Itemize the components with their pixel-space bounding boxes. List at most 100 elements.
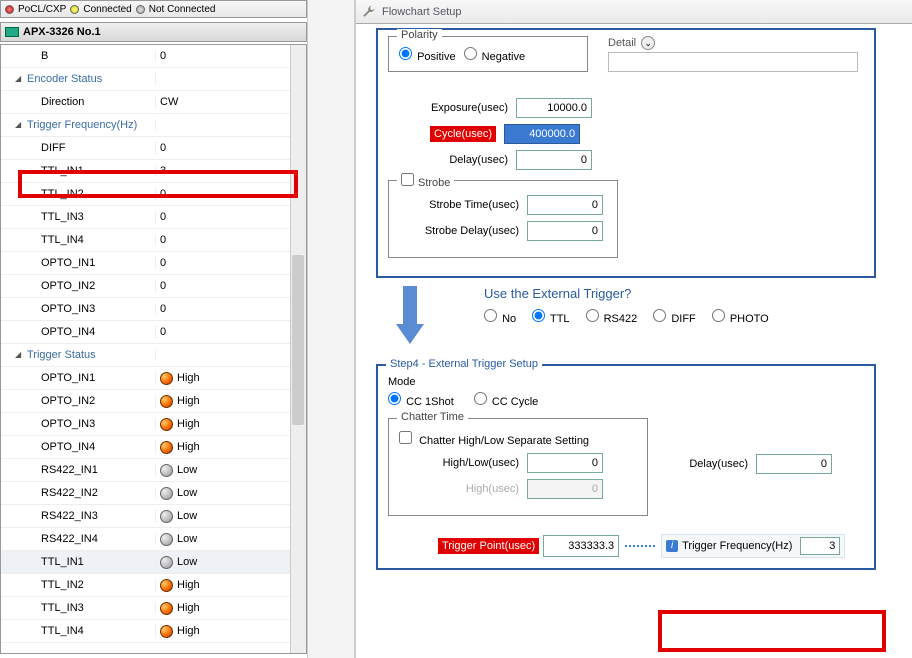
exposure-label: Exposure(usec)	[388, 102, 508, 114]
strobe-checkbox[interactable]	[401, 173, 414, 186]
scrollbar[interactable]	[290, 45, 306, 653]
trigger-frequency-input[interactable]	[800, 537, 840, 555]
highlight-trigger-frequency	[658, 610, 886, 652]
table-row-ttl-in1[interactable]: TTL_IN13	[1, 160, 290, 183]
status-pocl: PoCL/CXP	[18, 4, 66, 15]
led-icon	[160, 510, 173, 523]
led-icon	[160, 418, 173, 431]
strobe-legend: Strobe	[397, 173, 454, 189]
status-connected: Connected	[83, 4, 131, 15]
group-trigger-status[interactable]: Trigger Status	[1, 344, 290, 367]
table-row[interactable]: B0	[1, 45, 290, 68]
trigger-frequency-box: i Trigger Frequency(Hz)	[661, 534, 845, 558]
radio-ttl[interactable]: TTL	[532, 309, 569, 325]
panel-title: Flowchart Setup	[356, 0, 912, 24]
status-dot-red	[5, 5, 14, 14]
status-dot-gray	[136, 5, 145, 14]
highlow-input[interactable]	[527, 453, 603, 473]
step4-fieldset: Step4 - External Trigger Setup Mode CC 1…	[376, 364, 876, 570]
detail-label: Detail	[608, 37, 636, 49]
device-name: APX-3326 No.1	[23, 26, 101, 38]
led-icon	[160, 579, 173, 592]
table-row[interactable]: TTL_IN20	[1, 183, 290, 206]
table-row[interactable]: OPTO_IN20	[1, 275, 290, 298]
table-row[interactable]: OPTO_IN2High	[1, 390, 290, 413]
chatter-separate-checkbox[interactable]: Chatter High/Low Separate Setting	[399, 435, 589, 447]
table-row[interactable]: OPTO_IN1High	[1, 367, 290, 390]
left-panel: PoCL/CXP Connected Not Connected APX-332…	[0, 0, 308, 658]
scrollbar-thumb[interactable]	[292, 255, 304, 425]
cycle-row: Cycle(usec)	[388, 124, 864, 144]
device-title[interactable]: APX-3326 No.1	[0, 22, 307, 42]
exposure-input[interactable]	[516, 98, 592, 118]
led-icon	[160, 372, 173, 385]
trigger-point-row: Trigger Point(usec) i Trigger Frequency(…	[388, 534, 864, 558]
radio-photo[interactable]: PHOTO	[712, 309, 769, 325]
led-icon	[160, 441, 173, 454]
status-bar: PoCL/CXP Connected Not Connected	[0, 0, 307, 18]
led-icon	[160, 602, 173, 615]
polarity-fieldset: Polarity Positive Negative	[388, 36, 588, 72]
strobe-delay-input[interactable]	[527, 221, 603, 241]
radio-positive[interactable]: Positive	[399, 47, 456, 63]
step4-legend: Step4 - External Trigger Setup	[386, 358, 542, 370]
device-icon	[5, 27, 19, 37]
strobe-delay-label: Strobe Delay(usec)	[399, 225, 519, 237]
table-row[interactable]: OPTO_IN40	[1, 321, 290, 344]
group-encoder-status[interactable]: Encoder Status	[1, 68, 290, 91]
radio-cc-cycle[interactable]: CC Cycle	[474, 392, 539, 408]
cycle-input[interactable]	[504, 124, 580, 144]
table-row[interactable]: OPTO_IN3High	[1, 413, 290, 436]
led-icon	[160, 556, 173, 569]
table-row[interactable]: TTL_IN3High	[1, 597, 290, 620]
delay-row: Delay(usec)	[388, 150, 864, 170]
trigger-point-input[interactable]	[543, 535, 619, 557]
strobe-fieldset: Strobe Strobe Time(usec) Strobe Delay(us…	[388, 180, 618, 258]
mode-label: Mode	[388, 376, 864, 388]
property-tree: B0 Encoder Status DirectionCW Trigger Fr…	[0, 44, 307, 654]
radio-rs422[interactable]: RS422	[586, 309, 638, 325]
table-row[interactable]: DIFF0	[1, 137, 290, 160]
external-trigger-question: Use the External Trigger?	[484, 286, 912, 301]
chatter-legend: Chatter Time	[397, 411, 468, 423]
table-row[interactable]: TTL_IN2High	[1, 574, 290, 597]
table-row[interactable]: OPTO_IN30	[1, 298, 290, 321]
table-row[interactable]: OPTO_IN10	[1, 252, 290, 275]
radio-no[interactable]: No	[484, 309, 516, 325]
exposure-row: Exposure(usec)	[388, 98, 864, 118]
led-icon	[160, 487, 173, 500]
table-row[interactable]: TTL_IN30	[1, 206, 290, 229]
table-row[interactable]: RS422_IN3Low	[1, 505, 290, 528]
radio-negative[interactable]: Negative	[464, 47, 525, 63]
high-input[interactable]	[527, 479, 603, 499]
group-trigger-frequency[interactable]: Trigger Frequency(Hz)	[1, 114, 290, 137]
high-label: High(usec)	[399, 483, 519, 495]
table-row[interactable]: TTL_IN4High	[1, 620, 290, 643]
panel-title-text: Flowchart Setup	[382, 6, 461, 18]
arrow-down-icon	[396, 286, 424, 346]
splitter[interactable]	[308, 0, 355, 658]
table-row[interactable]: RS422_IN2Low	[1, 482, 290, 505]
table-row[interactable]: TTL_IN40	[1, 229, 290, 252]
led-icon	[160, 625, 173, 638]
table-row[interactable]: OPTO_IN4High	[1, 436, 290, 459]
step4-delay-input[interactable]	[756, 454, 832, 474]
table-row[interactable]: RS422_IN4Low	[1, 528, 290, 551]
cycle-label: Cycle(usec)	[430, 126, 496, 142]
info-icon: i	[666, 540, 678, 552]
delay-label: Delay(usec)	[388, 154, 508, 166]
radio-diff[interactable]: DIFF	[653, 309, 696, 325]
strobe-time-input[interactable]	[527, 195, 603, 215]
highlow-label: High/Low(usec)	[399, 457, 519, 469]
table-row[interactable]: TTL_IN1Low	[1, 551, 290, 574]
detail-box[interactable]	[608, 52, 858, 72]
led-icon	[160, 464, 173, 477]
table-row[interactable]: DirectionCW	[1, 91, 290, 114]
radio-cc-1shot[interactable]: CC 1Shot	[388, 392, 454, 408]
top-setup-box: Polarity Positive Negative Detail ⌄ Expo…	[376, 28, 876, 278]
polarity-legend: Polarity	[397, 29, 442, 41]
delay-input[interactable]	[516, 150, 592, 170]
strobe-time-label: Strobe Time(usec)	[399, 199, 519, 211]
table-row[interactable]: RS422_IN1Low	[1, 459, 290, 482]
detail-dropdown-icon[interactable]: ⌄	[641, 36, 655, 50]
